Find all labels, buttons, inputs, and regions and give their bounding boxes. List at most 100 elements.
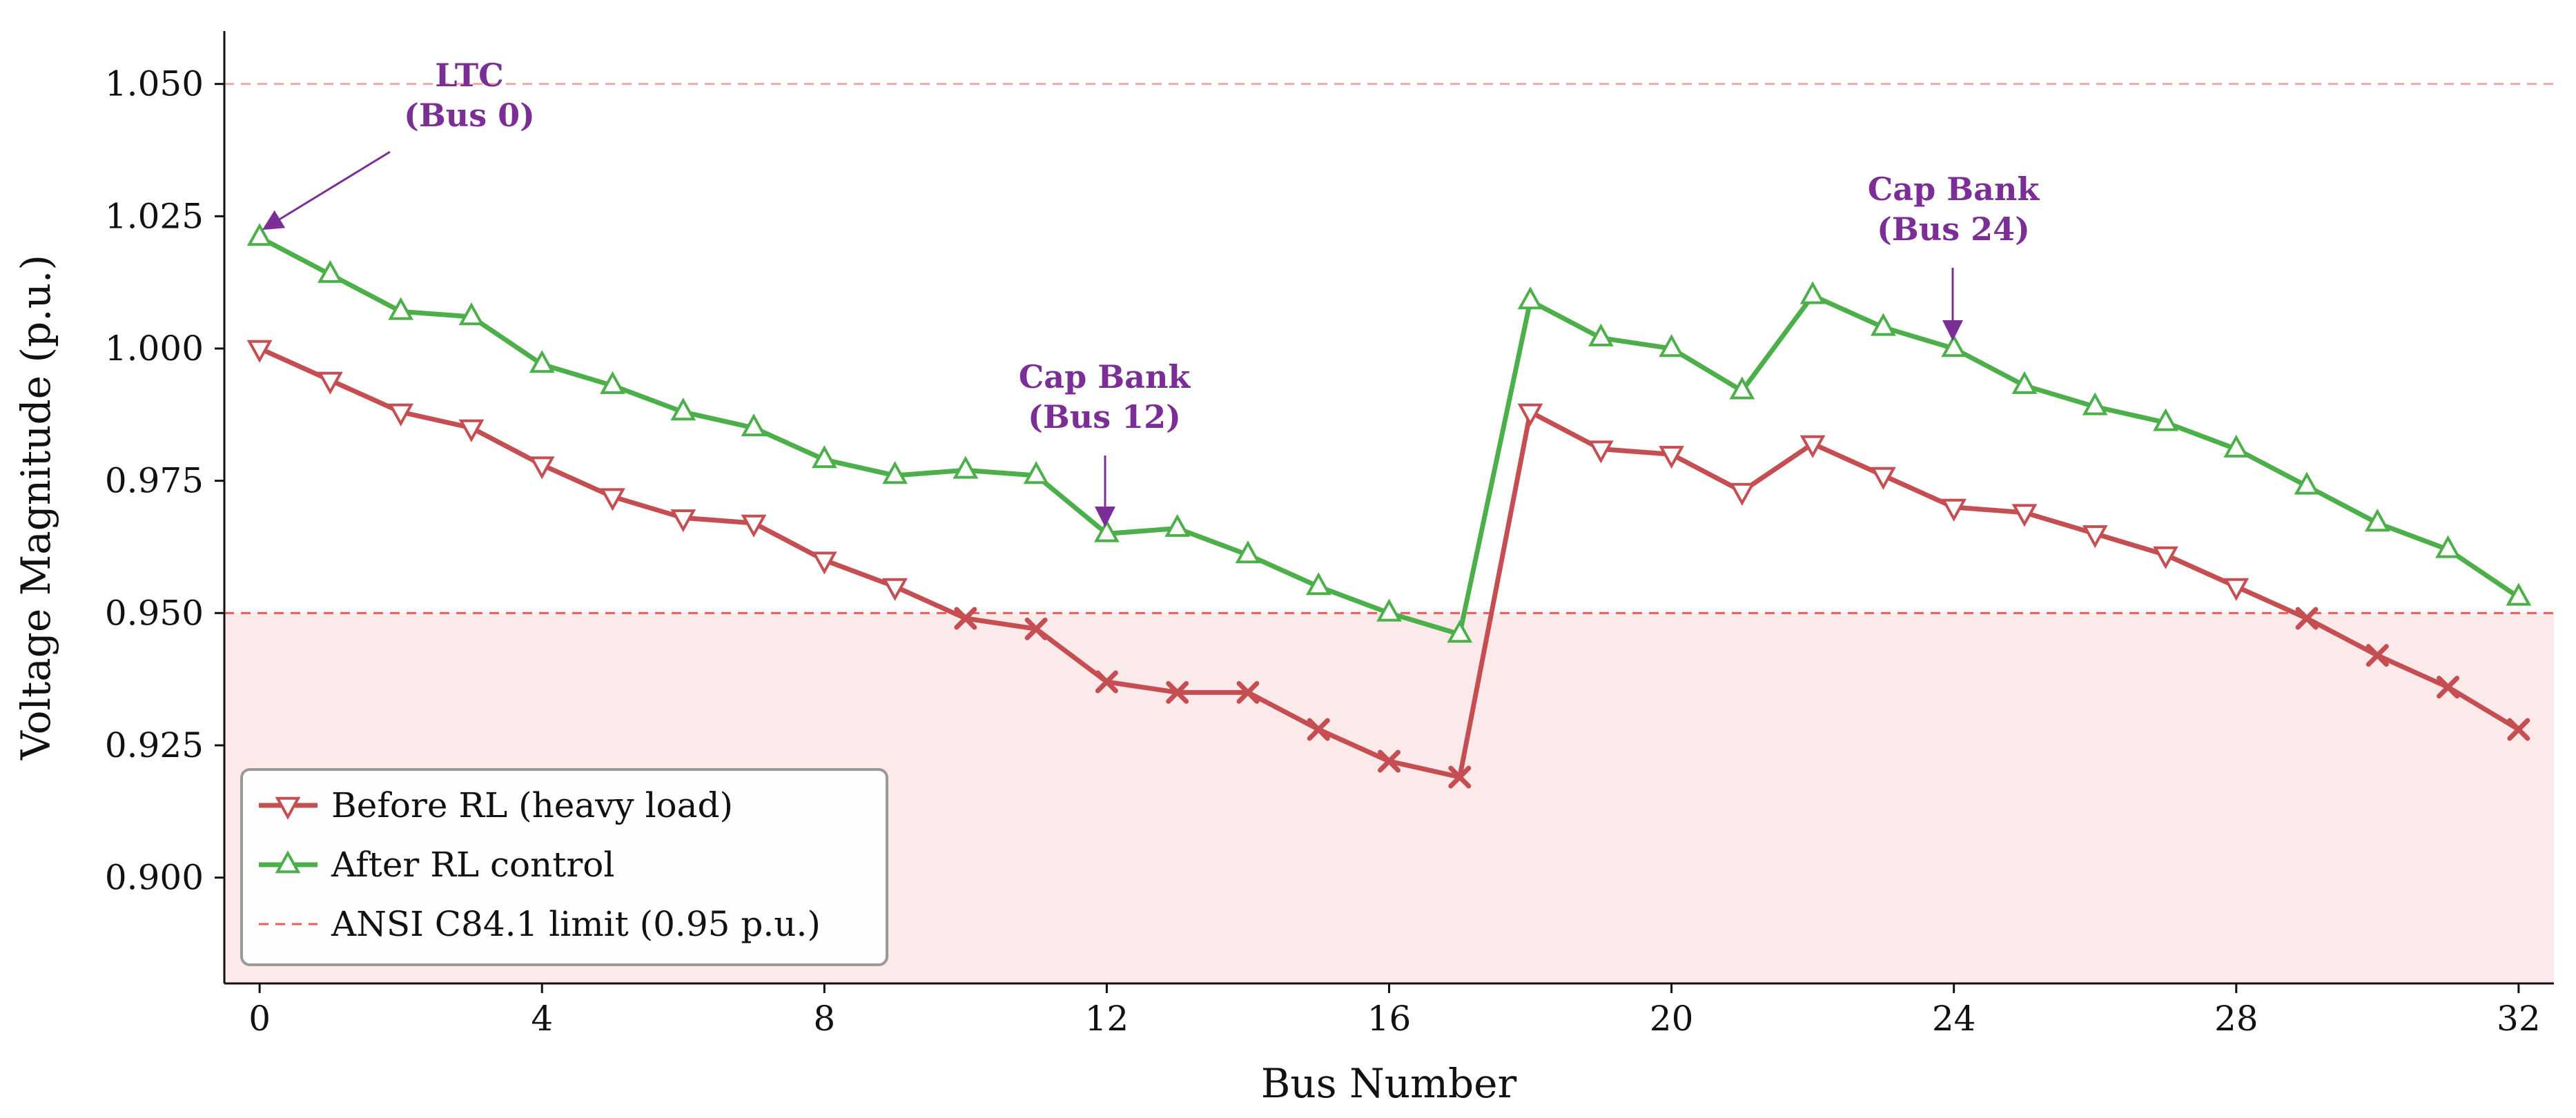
- y-tick-label: 0.950: [105, 593, 204, 633]
- legend-label: Before RL (heavy load): [331, 785, 733, 825]
- y-tick-label: 0.925: [105, 725, 204, 765]
- legend-entry: ANSI C84.1 limit (0.95 p.u.): [259, 904, 821, 944]
- data-point: [246, 340, 273, 363]
- data-point: [1517, 286, 1543, 310]
- data-point: [318, 259, 343, 283]
- data-point: [1871, 313, 1896, 336]
- data-point: [1729, 376, 1755, 400]
- data-point: [529, 350, 555, 373]
- data-point: [2082, 525, 2108, 549]
- annotation-label: Cap Bank (Bus 12): [1019, 358, 1191, 435]
- data-point: [1164, 513, 1191, 537]
- annotation-arrow: [262, 150, 391, 231]
- data-point: [2011, 371, 2038, 394]
- data-point: [741, 514, 767, 538]
- x-tick-label: 8: [813, 999, 835, 1039]
- data-point: [600, 488, 625, 511]
- x-tick-label: 20: [1650, 999, 1694, 1039]
- data-point-violation: [1236, 680, 1260, 704]
- data-point: [2223, 434, 2250, 458]
- data-point: [811, 445, 837, 469]
- data-point: [1094, 519, 1120, 542]
- legend-marker: [275, 850, 301, 874]
- data-point: [246, 223, 273, 246]
- data-point-violation: [1378, 749, 1401, 773]
- data-point-violation: [2365, 644, 2389, 667]
- data-point-violation: [1166, 680, 1189, 704]
- data-point-violation: [2295, 607, 2319, 630]
- legend-entry: After RL control: [259, 845, 614, 885]
- legend-entry: Before RL (heavy load): [259, 785, 733, 825]
- legend-box: [240, 768, 888, 966]
- data-point: [1799, 435, 1826, 458]
- y-axis-label: Voltage Magnitude (p.u.): [12, 255, 59, 761]
- data-point: [741, 413, 767, 437]
- x-tick-label: 32: [2497, 999, 2541, 1039]
- legend-label: After RL control: [331, 845, 614, 885]
- x-tick-label: 24: [1932, 999, 1976, 1039]
- data-point: [2506, 582, 2532, 606]
- data-point: [1871, 467, 1896, 490]
- data-point: [1941, 498, 1967, 522]
- data-point: [811, 551, 837, 575]
- data-point: [882, 461, 908, 484]
- data-point: [458, 419, 485, 442]
- series-line-after-rl: [258, 235, 2520, 637]
- data-point: [458, 302, 485, 326]
- data-point: [600, 371, 625, 394]
- data-point: [388, 297, 414, 320]
- ticks: 0 4 8 12 16 20 24 28 32 0.900 0.925 0.950 0.975 1.000…: [105, 64, 2541, 1039]
- data-point: [1023, 461, 1049, 484]
- data-point: [1659, 446, 1684, 469]
- data-point: [1588, 440, 1614, 464]
- annotation-label: LTC (Bus 0): [404, 57, 535, 134]
- x-tick-label: 12: [1085, 999, 1129, 1039]
- data-point: [1659, 334, 1684, 357]
- data-point-violation: [1448, 765, 1472, 789]
- data-point-violation: [1024, 617, 1048, 640]
- data-point: [1447, 620, 1473, 643]
- data-point: [1517, 403, 1543, 426]
- data-point: [1235, 540, 1261, 564]
- data-point: [882, 578, 908, 601]
- data-point-violation: [1307, 718, 1330, 741]
- data-point: [2153, 408, 2178, 431]
- annotations: LTC (Bus 0) Cap Bank (Bus 12) Cap Bank (Bus 2…: [262, 57, 2040, 527]
- data-point: [318, 371, 343, 395]
- data-point-violation: [2507, 718, 2530, 741]
- data-point: [1799, 281, 1826, 304]
- data-point: [2364, 509, 2390, 532]
- data-point: [1729, 482, 1755, 506]
- x-tick-label: 0: [248, 999, 271, 1039]
- data-point: [1588, 323, 1614, 346]
- data-point: [1376, 598, 1402, 622]
- legend-label: ANSI C84.1 limit (0.95 p.u.): [331, 904, 821, 944]
- data-point: [529, 456, 555, 480]
- data-point: [2223, 578, 2250, 601]
- data-point: [1941, 334, 1967, 357]
- data-point: [2082, 392, 2108, 415]
- x-tick-label: 28: [2214, 999, 2258, 1039]
- y-tick-label: 1.050: [105, 64, 204, 104]
- data-point: [670, 509, 696, 533]
- legend: Before RL (heavy load) After RL control AN…: [240, 768, 888, 966]
- data-point: [2294, 471, 2320, 495]
- y-tick-label: 1.025: [105, 196, 204, 236]
- data-point: [2153, 546, 2178, 569]
- data-point: [388, 403, 414, 426]
- y-tick-label: 0.975: [105, 461, 204, 501]
- data-point: [670, 398, 696, 421]
- data-point-violation: [2437, 676, 2460, 699]
- y-tick-label: 1.000: [105, 328, 204, 369]
- x-tick-label: 4: [531, 999, 553, 1039]
- x-tick-label: 16: [1367, 999, 1412, 1039]
- y-tick-label: 0.900: [105, 858, 204, 898]
- legend-marker: [275, 796, 301, 820]
- data-point-violation: [1095, 670, 1118, 694]
- x-axis-label: Bus Number: [1261, 1060, 1517, 1107]
- data-point: [2011, 504, 2038, 527]
- annotation-label: Cap Bank (Bus 24): [1868, 170, 2040, 248]
- data-point-violation: [954, 607, 977, 630]
- data-point: [953, 455, 979, 479]
